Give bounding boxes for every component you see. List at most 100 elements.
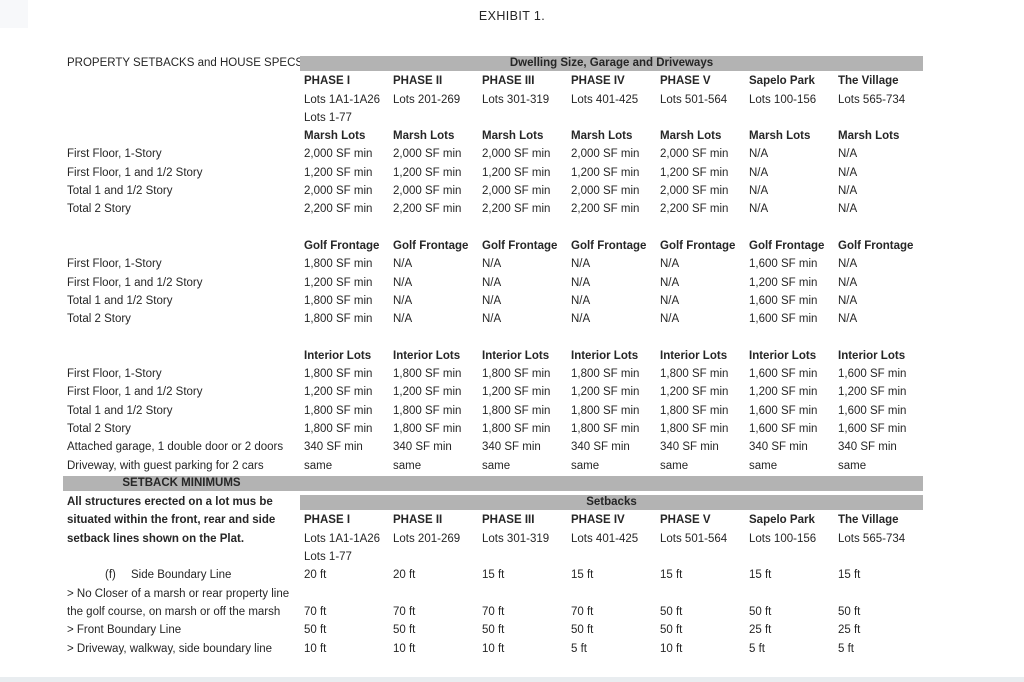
value-cell: 15 ft [838,569,861,582]
phase-column: PHASE I Lots 1A1-1A26 Lots 1-77 [300,511,389,566]
note-line: situated within the front, rear and side [67,514,276,527]
value-cell: N/A [838,258,858,271]
table-row: First Floor, 1-Story 1,800 SF min N/A N/… [67,255,923,273]
value-cell: N/A [838,166,858,179]
row-label-cell: the golf course, on marsh or off the mar… [67,603,300,621]
setbacks-header-block: All structures erected on a lot mus be s… [67,493,923,566]
phase-name: Sapelo Park [749,75,815,88]
value-cell: 1,600 SF min [749,404,818,417]
value-cell: 1,800 SF min [304,294,373,307]
value-cell: 5 ft [838,642,854,655]
phase-name: PHASE IV [571,514,625,527]
table-row: (f) Side Boundary Line 20 ft 20 ft 15 ft … [67,566,923,584]
row-label: Total 1 and 1/2 Story [67,404,173,417]
value-cell: same [571,459,600,472]
value-cell: 1,800 SF min [304,313,373,326]
value-cell: 2,000 SF min [571,185,640,198]
table-row: the golf course, on marsh or off the mar… [67,603,923,621]
value-cell: 340 SF min [304,441,363,454]
value-cell: N/A [482,276,502,289]
value-cell: 2,200 SF min [482,203,551,216]
value-cell: 1,200 SF min [749,386,818,399]
setbacks-phase-header-row: PHASE I Lots 1A1-1A26 Lots 1-77 PHASE II… [300,511,923,566]
value-cell: 340 SF min [571,441,630,454]
row-label: Attached garage, 1 double door or 2 door… [67,441,284,454]
phase-header-row: PHASE I Lots 1A1-1A26 Lots 1-77 PHASE II… [67,72,923,127]
value-cell: 2,000 SF min [393,185,462,198]
row-label: Total 2 Story [67,313,131,326]
value-cell: N/A [571,276,591,289]
phase-column: PHASE V Lots 501-564 [656,511,745,566]
marsh-header-spacer [67,127,300,145]
value-cell: 1,200 SF min [482,386,551,399]
phase-column: PHASE I Lots 1A1-1A26 Lots 1-77 [300,72,389,127]
value-cell: same [749,459,778,472]
phase-lots-2 [482,109,567,127]
value-cell: 10 ft [393,642,416,655]
value-cell: same [660,459,689,472]
section-header-cell: Interior Lots [749,349,817,362]
phase-name: PHASE IV [571,75,625,88]
value-cell: 10 ft [482,642,505,655]
golf-rows: First Floor, 1-Story 1,800 SF min N/A N/… [67,255,923,328]
row-label: Total 1 and 1/2 Story [67,185,173,198]
section-header-cell: Golf Frontage [482,239,558,252]
phase-lots-2 [571,109,656,127]
phase-lots: Lots 501-564 [660,93,728,106]
value-cell: 1,800 SF min [304,404,373,417]
phase-name: Sapelo Park [749,514,815,527]
value-cell [834,585,923,603]
top-header-row: PROPERTY SETBACKS and HOUSE SPECS Dwelli… [67,54,923,72]
row-label: the golf course, on marsh or off the mar… [67,605,281,618]
section-header-cell: Interior Lots [838,349,906,362]
value-cell: 1,800 SF min [304,422,373,435]
section-header-cell: Marsh Lots [838,130,900,143]
phase-header-row-spacer [67,72,300,127]
row-label: First Floor, 1 and 1/2 Story [67,276,203,289]
row-label: Driveway, with guest parking for 2 cars [67,459,264,472]
value-cell: 1,800 SF min [393,368,462,381]
value-cell: 340 SF min [482,441,541,454]
section-header-cell: Interior Lots [482,349,550,362]
setbacks-right-block: Setbacks PHASE I Lots 1A1-1A26 Lots 1-77… [300,493,923,566]
value-cell: same [304,459,333,472]
row-label: First Floor, 1-Story [67,148,162,161]
phase-lots-2 [749,548,834,566]
row-label: > Front Boundary Line [67,624,182,637]
phase-name: PHASE V [660,514,711,527]
phase-lots-2 [393,109,478,127]
table-row: Attached garage, 1 double door or 2 door… [67,438,923,456]
value-cell: 1,600 SF min [749,294,818,307]
golf-header-spacer [67,237,300,255]
value-cell: 1,200 SF min [749,276,818,289]
phase-lots: Lots 201-269 [393,532,461,545]
value-cell: 1,600 SF min [749,258,818,271]
row-label: First Floor, 1-Story [67,368,162,381]
interior-rows: First Floor, 1-Story 1,800 SF min 1,800 … [67,365,923,475]
value-cell: 2,000 SF min [660,148,729,161]
value-cell: 2,000 SF min [304,185,373,198]
scan-corner-artifact [0,0,28,28]
section-gap [67,219,923,237]
value-cell: 1,200 SF min [304,276,373,289]
row-label: > No Closer of a marsh or rear property … [67,587,290,600]
value-cell: 2,000 SF min [660,185,729,198]
row-prefix: (f) [105,569,116,582]
value-cell: N/A [660,294,680,307]
value-cell: N/A [482,313,502,326]
value-cell: N/A [838,203,858,216]
phase-lots-2 [571,548,656,566]
table-row: Total 2 Story 1,800 SF min N/A N/A N/A N… [67,310,923,328]
left-header: PROPERTY SETBACKS and HOUSE SPECS [67,57,304,69]
value-cell: 1,800 SF min [571,422,640,435]
specs-sheet: PROPERTY SETBACKS and HOUSE SPECS Dwelli… [63,54,923,658]
value-cell: 50 ft [660,605,683,618]
phase-lots: Lots 100-156 [749,532,817,545]
value-cell: 15 ft [571,569,594,582]
setbacks-rows: (f) Side Boundary Line 20 ft 20 ft 15 ft … [67,566,923,657]
value-cell: N/A [749,148,769,161]
value-cell: 50 ft [838,605,861,618]
value-cell: 2,000 SF min [571,148,640,161]
value-cell [478,585,567,603]
table-row: > Front Boundary Line 50 ft 50 ft 50 ft … [67,621,923,639]
